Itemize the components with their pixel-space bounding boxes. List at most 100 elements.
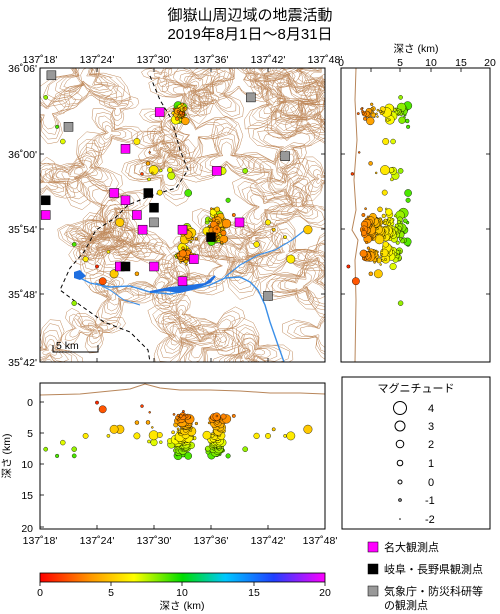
- cross-section-tick-10: 10: [21, 459, 33, 471]
- contour-line: [40, 168, 64, 193]
- earthquake-marker-cross-section: [71, 453, 77, 459]
- earthquake-marker-cross-section: [231, 413, 236, 418]
- contour-line: [121, 139, 196, 207]
- contour-line: [166, 77, 204, 109]
- contour-line: [52, 68, 131, 112]
- map-axis-ticks: [39, 67, 326, 363]
- earthquake-marker: [216, 235, 219, 239]
- earthquake-marker-depth-profile: [378, 109, 382, 113]
- mag-symbol-minus2: [399, 518, 401, 520]
- earthquake-marker-cross-section: [178, 414, 183, 418]
- contour-line: [277, 272, 312, 301]
- earthquake-marker-depth-profile: [405, 197, 411, 203]
- station-gifu-nagano: [206, 232, 216, 242]
- contour-line: [98, 94, 140, 127]
- contour-line: [260, 68, 311, 93]
- earthquake-marker-depth-profile: [368, 161, 373, 166]
- contour-line: [173, 309, 187, 319]
- contour-line: [59, 68, 109, 92]
- earthquake-marker-cross-section: [194, 421, 198, 426]
- scale-bar-label: 5 km: [56, 340, 79, 352]
- earthquake-marker: [43, 95, 49, 100]
- earthquake-marker: [207, 224, 211, 228]
- figure-title-line2: 2019年8月1日～8月31日: [167, 26, 333, 43]
- contour-line: [40, 330, 73, 362]
- contour-line: [63, 68, 103, 89]
- contour-line: [181, 116, 273, 184]
- earthquake-marker-cross-section: [82, 432, 89, 439]
- contour-line: [228, 348, 253, 362]
- contour-line: [101, 283, 116, 296]
- contour-line: [153, 242, 190, 270]
- earthquake-marker: [214, 215, 217, 219]
- contour-line: [275, 187, 319, 220]
- earthquake-marker: [106, 249, 111, 254]
- contour-line: [69, 318, 92, 338]
- colorbar-gradient: [39, 572, 326, 583]
- xs-lon-tick-0: 137˚18': [23, 535, 58, 547]
- earthquake-marker: [184, 189, 192, 197]
- earthquake-marker: [115, 217, 125, 227]
- contour-line: [225, 317, 294, 362]
- legend-label-jma-nied: 気象庁・防災科研等: [384, 584, 483, 598]
- contour-line: [272, 254, 325, 307]
- contour-line: [224, 237, 277, 282]
- earthquake-marker-depth-profile: [381, 189, 388, 196]
- contour-line: [91, 112, 140, 152]
- lat-tick-1: 36˚00': [8, 149, 37, 161]
- station-nagoya-univ: [189, 254, 199, 264]
- contour-line: [224, 343, 257, 362]
- contour-line: [156, 150, 175, 164]
- contour-line: [108, 101, 128, 116]
- contour-line: [69, 231, 103, 256]
- earthquake-marker-cross-section: [159, 440, 163, 444]
- contour-line: [153, 138, 170, 152]
- earthquake-marker-cross-section: [265, 432, 271, 439]
- earthquake-marker: [109, 269, 119, 279]
- earthquake-marker-depth-profile: [375, 171, 378, 175]
- mag-symbol-minus1: [398, 498, 402, 502]
- earthquake-marker: [182, 257, 186, 262]
- earthquake-marker: [60, 138, 66, 145]
- contour-line: [192, 94, 209, 108]
- earthquake-marker-cross-section: [109, 424, 119, 434]
- colorbar-tick-0: 0: [37, 587, 43, 599]
- contour-line: [69, 68, 114, 101]
- magnitude-legend: マグニチュード 4 3 2 1 0 -1 -2: [341, 376, 491, 530]
- contour-line: [251, 68, 316, 97]
- lon-tick-1: 137˚24': [80, 54, 115, 66]
- mag-symbol-2: [395, 439, 405, 449]
- station-nagoya-univ: [154, 107, 165, 117]
- contour-line: [285, 68, 325, 89]
- earthquake-marker-cross-section: [286, 431, 296, 441]
- legend-label-gifu-nagano: 岐阜・長野県観測点: [384, 562, 483, 576]
- contour-line: [287, 198, 308, 214]
- cross-section-topography: [40, 383, 325, 396]
- earthquake-marker: [225, 197, 231, 203]
- earthquake-marker-cross-section: [210, 432, 214, 435]
- earthquake-marker-depth-profile: [366, 116, 375, 126]
- contour-line: [309, 68, 325, 81]
- earthquake-marker-cross-section: [151, 426, 154, 429]
- contour-line: [300, 320, 325, 348]
- earthquake-marker-depth-profile: [376, 108, 380, 112]
- contour-line: [173, 68, 226, 107]
- contour-line: [73, 157, 99, 176]
- earthquake-marker: [71, 300, 77, 306]
- earthquake-marker-cross-section: [190, 426, 193, 430]
- mag-symbol-4: [393, 401, 407, 415]
- earthquake-marker: [220, 229, 227, 236]
- contour-line: [264, 177, 325, 226]
- station-nagoya-univ: [132, 210, 142, 220]
- earthquake-marker-depth-profile: [379, 255, 382, 258]
- contour-line: [158, 312, 212, 359]
- earthquake-marker-depth-profile: [358, 151, 361, 154]
- contour-line: [40, 100, 67, 130]
- earthquake-marker: [253, 241, 260, 248]
- earthquake-marker-cross-section: [283, 434, 287, 438]
- earthquake-marker-cross-section: [202, 430, 212, 440]
- contour-line: [246, 189, 288, 225]
- contour-line: [182, 86, 220, 118]
- earthquake-marker-depth-profile: [385, 207, 388, 211]
- contour-line: [263, 132, 311, 166]
